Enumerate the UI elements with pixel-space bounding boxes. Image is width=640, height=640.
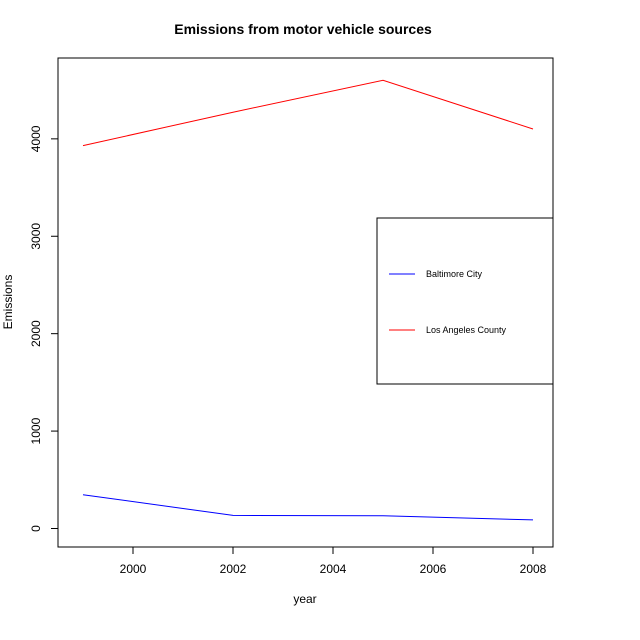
x-tick-label: 2000	[120, 562, 147, 576]
legend-label-0: Baltimore City	[426, 269, 483, 279]
legend-label-1: Los Angeles County	[426, 325, 507, 335]
x-tick-label: 2004	[320, 562, 347, 576]
x-tick-label: 2008	[520, 562, 547, 576]
series-lines	[82, 79, 534, 521]
y-tick-label: 1000	[29, 417, 43, 444]
legend-box	[376, 217, 554, 385]
series-line-0	[82, 494, 534, 521]
x-tick-label: 2006	[420, 562, 447, 576]
y-axis-label: Emissions	[1, 275, 15, 330]
y-tick-label: 3000	[29, 223, 43, 250]
series-line-1	[82, 79, 534, 147]
y-axis: 0 1000 2000 3000 4000	[29, 125, 59, 532]
chart-title: Emissions from motor vehicle sources	[174, 21, 432, 37]
y-tick-label: 4000	[29, 125, 43, 152]
x-axis-label: year	[293, 592, 316, 606]
x-tick-label: 2002	[220, 562, 247, 576]
y-tick-label: 0	[29, 525, 43, 532]
legend: Baltimore City Los Angeles County	[376, 217, 554, 385]
x-axis: 2000 2002 2004 2006 2008	[120, 546, 547, 576]
y-tick-label: 2000	[29, 320, 43, 347]
